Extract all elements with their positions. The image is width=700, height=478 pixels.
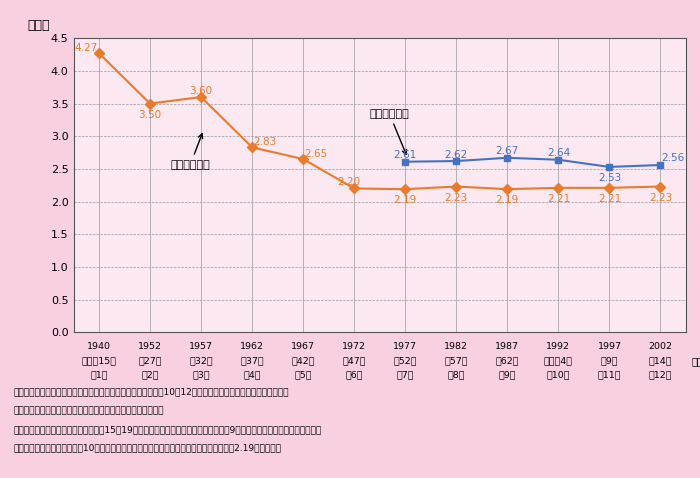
Text: 2.61: 2.61 xyxy=(393,150,417,160)
Text: （14）: （14） xyxy=(649,356,672,365)
Text: 2.23: 2.23 xyxy=(649,193,672,203)
Text: （52）: （52） xyxy=(393,356,417,365)
Text: 第3回: 第3回 xyxy=(193,370,210,380)
Text: （62）: （62） xyxy=(496,356,519,365)
Text: 1982: 1982 xyxy=(444,342,468,351)
Text: 2.23: 2.23 xyxy=(444,193,468,203)
Text: 2.21: 2.21 xyxy=(547,194,570,204)
Text: 1967: 1967 xyxy=(291,342,315,351)
Text: 理想子ども数: 理想子ども数 xyxy=(370,109,410,154)
Text: 第9回: 第9回 xyxy=(498,370,516,380)
Text: 2.64: 2.64 xyxy=(547,148,570,158)
Text: 1962: 1962 xyxy=(240,342,264,351)
Text: （人）: （人） xyxy=(27,20,50,33)
Text: 第12回: 第12回 xyxy=(649,370,672,380)
Text: 1992: 1992 xyxy=(547,342,570,351)
Text: （昭和15）: （昭和15） xyxy=(81,356,116,365)
Text: 2.83: 2.83 xyxy=(253,137,276,147)
Text: 2.65: 2.65 xyxy=(304,149,328,159)
Text: 第4回: 第4回 xyxy=(244,370,261,380)
Text: （27）: （27） xyxy=(139,356,162,365)
Text: 2.19: 2.19 xyxy=(393,195,417,205)
Text: 1940: 1940 xyxy=(87,342,111,351)
Text: 3.50: 3.50 xyxy=(139,109,162,120)
Text: ）9）: ）9） xyxy=(601,356,618,365)
Text: 第8回: 第8回 xyxy=(447,370,465,380)
Text: 4.27: 4.27 xyxy=(75,43,98,53)
Text: （32）: （32） xyxy=(189,356,213,365)
Text: 2.21: 2.21 xyxy=(598,194,621,204)
Text: 第11回: 第11回 xyxy=(598,370,621,380)
Text: 1977: 1977 xyxy=(393,342,417,351)
Text: 2.67: 2.67 xyxy=(496,146,519,156)
Text: 2.53: 2.53 xyxy=(598,173,621,183)
Text: 1987: 1987 xyxy=(496,342,519,351)
Text: 第2回: 第2回 xyxy=(141,370,159,380)
Text: （年）: （年） xyxy=(692,356,700,366)
Text: 1997: 1997 xyxy=(597,342,622,351)
Text: 2.19: 2.19 xyxy=(496,195,519,205)
Text: （37）: （37） xyxy=(240,356,264,365)
Text: ２：平均出生児数は、結婚持続期闳15～19年の妻を対象とした出生児数の平均。第9回調査は、初婚の妻を対象とした集: ２：平均出生児数は、結婚持続期闳15～19年の妻を対象とした出生児数の平均。第9… xyxy=(14,425,322,435)
Text: 2.62: 2.62 xyxy=(444,150,468,160)
Text: 2.20: 2.20 xyxy=(337,177,360,187)
Text: （平成4）: （平成4） xyxy=(544,356,573,365)
Text: 計である。第８回、第10回調査と同一の初婚同士の夫婦に基づいた平均出生児数は2.19人である。: 計である。第８回、第10回調査と同一の初婚同士の夫婦に基づいた平均出生児数は2.… xyxy=(14,443,282,452)
Text: 1952: 1952 xyxy=(138,342,162,351)
Text: 1957: 1957 xyxy=(189,342,213,351)
Text: 1972: 1972 xyxy=(342,342,366,351)
Text: 3.60: 3.60 xyxy=(190,86,213,96)
Text: （57）: （57） xyxy=(444,356,468,365)
Text: （42）: （42） xyxy=(291,356,315,365)
Text: 資料：国立社会保障・人口問題研究所「出生動向基本調査（第10～12回）」、「出産力調査（第１～ﾙ回）」: 資料：国立社会保障・人口問題研究所「出生動向基本調査（第10～12回）」、「出産… xyxy=(14,387,290,396)
Text: 平均出生児数: 平均出生児数 xyxy=(171,134,210,170)
Text: 第1回: 第1回 xyxy=(90,370,108,380)
Text: 第7回: 第7回 xyxy=(396,370,414,380)
Text: 2.56: 2.56 xyxy=(662,153,685,163)
Text: 第5回: 第5回 xyxy=(295,370,312,380)
Text: 注１：理想子ども数については、５０歳未満の妻に対する調査: 注１：理想子ども数については、５０歳未満の妻に対する調査 xyxy=(14,406,164,415)
Text: 第6回: 第6回 xyxy=(346,370,363,380)
Text: 2002: 2002 xyxy=(648,342,673,351)
Text: 第10回: 第10回 xyxy=(547,370,570,380)
Text: （47）: （47） xyxy=(342,356,366,365)
